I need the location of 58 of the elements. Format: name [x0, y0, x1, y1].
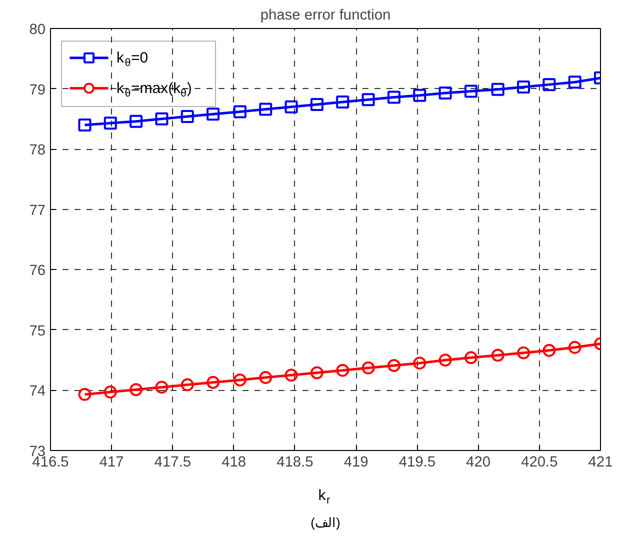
y-tick-label: 80: [29, 22, 46, 38]
x-tick-label: 418.5: [276, 454, 314, 470]
y-tick-label: 74: [29, 384, 46, 400]
point: [362, 361, 375, 374]
point: [233, 105, 246, 118]
y-tick-label: 79: [29, 82, 46, 98]
point: [517, 346, 530, 360]
point: [568, 76, 582, 89]
x-tick-label: 417.5: [154, 454, 192, 470]
point: [104, 386, 117, 399]
point: [542, 344, 556, 357]
point: [155, 380, 168, 394]
x-tick-label: 420: [466, 454, 491, 470]
point: [78, 388, 92, 401]
point: [206, 108, 220, 121]
point: [284, 100, 298, 114]
point: [413, 88, 426, 102]
y-tick-label: 78: [29, 142, 46, 159]
point: [259, 102, 272, 116]
point: [542, 78, 556, 92]
point: [413, 356, 426, 370]
x-tick-label: 420.5: [521, 454, 558, 470]
x-tick-label: 418: [222, 454, 246, 470]
point: [464, 351, 478, 364]
point: [180, 110, 194, 124]
point: [233, 373, 246, 386]
point: [336, 96, 350, 109]
text: (الف): [310, 515, 340, 530]
point: [130, 383, 143, 396]
point: [310, 366, 324, 380]
y-tick-label: 76: [29, 263, 46, 280]
point: [362, 93, 375, 106]
x-tick-label: 419: [344, 454, 368, 470]
chart-title: phase error function: [260, 8, 391, 24]
point: [284, 368, 298, 382]
point: [438, 86, 452, 100]
point: [491, 348, 504, 362]
point: [206, 376, 220, 389]
y-tick-label: 77: [29, 202, 46, 219]
x-tick-label: 419.5: [398, 454, 436, 470]
point: [438, 354, 452, 367]
point: [387, 90, 400, 104]
point: [180, 378, 194, 392]
x-tick-label: 421: [588, 454, 613, 470]
x-tick-label: 417: [99, 454, 124, 470]
point: [104, 116, 117, 130]
point: [310, 98, 324, 111]
point: [387, 359, 400, 372]
point: [155, 112, 168, 126]
point: [336, 364, 350, 377]
point: [464, 84, 478, 98]
point: [517, 80, 530, 94]
point: [568, 340, 582, 354]
y-tick-label: 75: [29, 323, 46, 340]
point: [78, 118, 92, 132]
point: [259, 371, 272, 384]
point: [130, 114, 143, 128]
point: [491, 82, 504, 96]
